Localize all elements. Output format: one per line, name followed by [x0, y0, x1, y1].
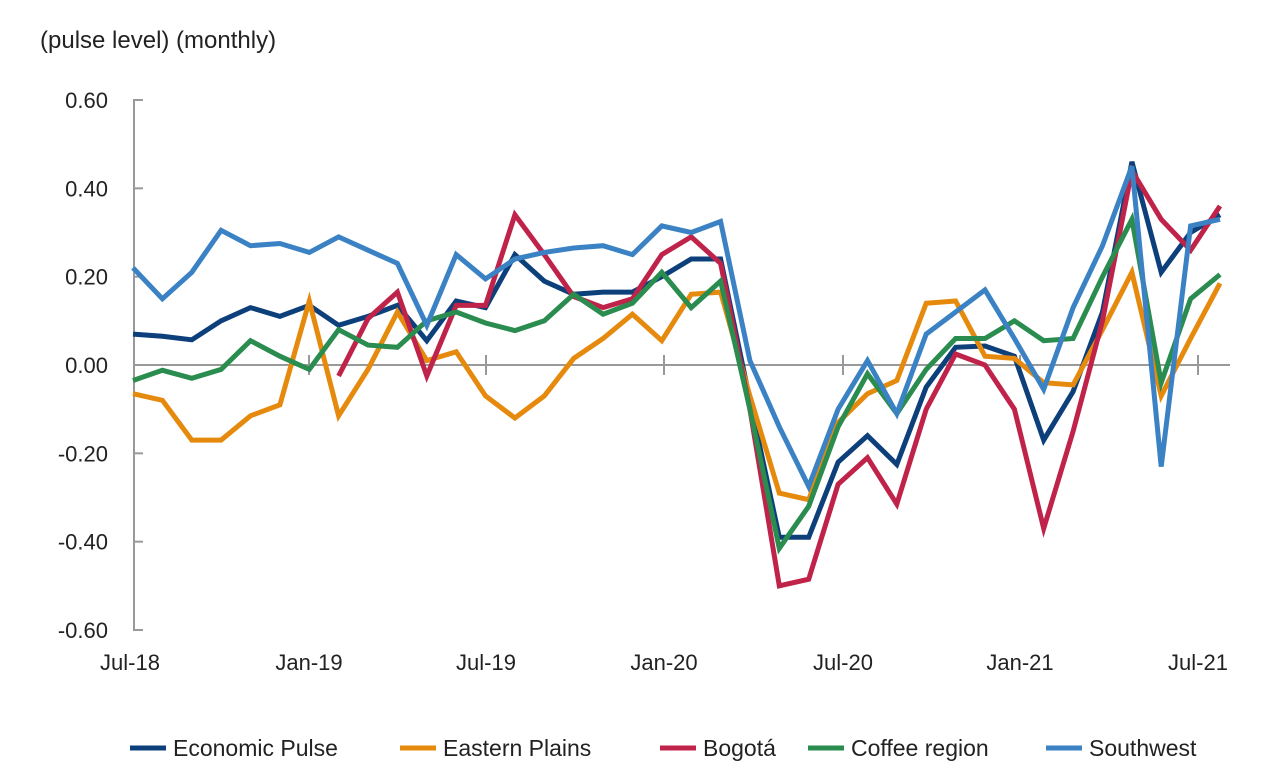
y-tick-label: 0.20 [65, 265, 108, 290]
series-line-eastern-plains [132, 265, 1223, 503]
legend-item: Coffee region [808, 735, 989, 761]
x-tick-label: Jan-19 [275, 650, 342, 675]
legend-label: Eastern Plains [443, 735, 591, 761]
y-tick-label: 0.60 [65, 88, 108, 113]
legend-item: Bogotá [660, 735, 776, 761]
legend-label: Coffee region [851, 735, 989, 761]
y-tick-label: 0.00 [65, 353, 108, 378]
y-tick-label: -0.60 [58, 618, 108, 643]
chart-title: (pulse level) (monthly) [40, 27, 276, 54]
legend-label: Economic Pulse [173, 735, 338, 761]
y-tick-label: -0.40 [58, 530, 108, 555]
legend-item: Economic Pulse [130, 735, 338, 761]
x-tick-label: Jul-20 [813, 650, 873, 675]
y-tick-label: 0.40 [65, 176, 108, 201]
legend-label: Southwest [1089, 735, 1197, 761]
x-tick-label: Jan-21 [986, 650, 1053, 675]
x-tick-label: Jan-20 [630, 650, 697, 675]
series-line-bogot- [336, 163, 1223, 589]
legend-item: Southwest [1046, 735, 1197, 761]
series-line-coffee-region [132, 211, 1222, 555]
legend: Economic Pulse Eastern Plains Bogotá Coffee… [130, 735, 1197, 761]
y-tick-label: -0.20 [58, 441, 108, 466]
series-line-economic-pulse [132, 161, 1222, 540]
x-tick-label: Jul-18 [100, 650, 160, 675]
legend-item: Eastern Plains [400, 735, 591, 761]
axes: 0.60 0.40 0.20 0.00 -0.20 -0.40 -0.60 Jul-18 Jan… [58, 88, 1230, 675]
series-lines [131, 161, 1223, 589]
series-line-southwest [131, 165, 1221, 493]
x-tick-label: Jul-19 [456, 650, 516, 675]
x-tick-label: Jul-21 [1168, 650, 1228, 675]
legend-label: Bogotá [703, 735, 776, 761]
